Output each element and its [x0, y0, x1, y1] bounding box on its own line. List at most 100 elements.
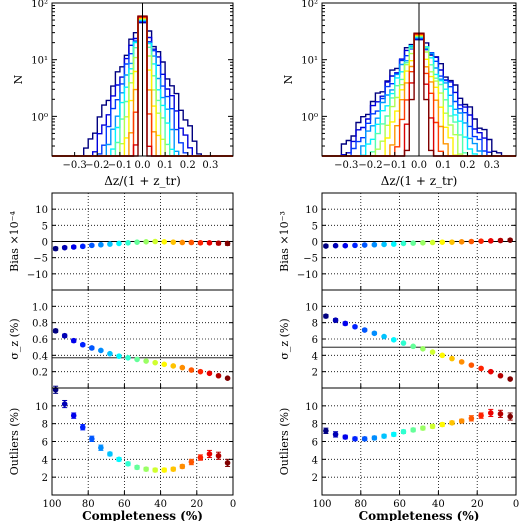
data-point [497, 411, 504, 417]
data-point [342, 242, 349, 249]
data-point [507, 413, 513, 420]
data-point [478, 412, 484, 419]
data-point [224, 240, 231, 247]
data-point [152, 359, 158, 366]
data-point [361, 242, 368, 248]
y-tick-label: 0 [42, 238, 48, 249]
y-tick-label: 6 [42, 438, 48, 449]
data-point [143, 358, 149, 364]
x-tick-label: 100 [312, 499, 331, 510]
data-point [61, 244, 68, 251]
y-tick-label: −5 [303, 254, 318, 265]
data-point [429, 239, 436, 246]
y-axis-label: N [282, 74, 295, 84]
data-point [206, 239, 213, 246]
data-point [179, 463, 186, 470]
x-tick-label: 40 [432, 499, 445, 510]
y-axis-label: σ_z (%) [278, 318, 291, 359]
y-axis-label: σ_z (%) [8, 318, 21, 359]
x-axis-label: Completeness (%) [359, 509, 480, 521]
x-tick-label: 0.2 [180, 160, 196, 171]
data-point [458, 418, 465, 424]
y-tick-label: 2 [42, 473, 48, 484]
data-point [400, 340, 407, 346]
data-point [458, 359, 465, 365]
data-point [332, 242, 339, 249]
data-point [215, 240, 222, 246]
x-tick-label: 20 [190, 499, 203, 510]
data-point [116, 456, 122, 463]
data-point [390, 241, 397, 247]
y-tick-label: 10² [31, 0, 48, 10]
data-point [323, 313, 329, 319]
data-point [400, 240, 407, 247]
x-tick-label: 80 [354, 499, 367, 510]
data-point [420, 425, 426, 431]
x-tick-label: 0.0 [135, 160, 151, 171]
data-point [70, 337, 77, 344]
y-tick-label: 10⁰ [301, 112, 318, 123]
data-point [449, 355, 455, 362]
x-tick-label: 0.1 [157, 160, 173, 171]
data-point [98, 347, 104, 354]
data-point [70, 412, 77, 419]
data-point [116, 353, 122, 359]
data-point [52, 245, 59, 252]
data-point [410, 343, 416, 350]
y-axis-label: N [12, 74, 25, 84]
y-axis-label: Outliers (%) [8, 408, 21, 476]
data-point [449, 239, 455, 245]
x-tick-label: 0.3 [202, 160, 218, 171]
data-point [197, 368, 204, 375]
data-point [188, 239, 195, 246]
data-point [170, 466, 177, 472]
data-point [143, 239, 149, 245]
y-tick-label: 10 [35, 205, 48, 216]
data-point [134, 464, 140, 471]
data-point [89, 242, 95, 249]
data-point [98, 241, 104, 248]
figure-content: −0.3−0.2−0.1 0.0 0.1 0.2 0.310⁰10¹10²NΔz/(1 … [8, 0, 519, 521]
data-point [487, 410, 494, 416]
y-tick-label: 2 [312, 473, 318, 484]
data-point [107, 451, 113, 457]
data-point [371, 330, 378, 337]
data-point [468, 238, 475, 245]
y-tick-label: 4 [312, 351, 318, 362]
y-tick-label: 10² [301, 0, 318, 10]
y-tick-label: 4 [42, 455, 48, 466]
outliers-right-panel: 2 4 6 8 10 100 80 60 40 20 0 Outliers (%) Completene… [278, 387, 519, 521]
data-point [107, 241, 113, 247]
y-axis-label: Bias ×10⁻⁴ [8, 211, 21, 272]
data-point [458, 239, 465, 245]
data-point [107, 350, 113, 357]
x-tick-label: 60 [118, 499, 131, 510]
y-tick-label: −5 [33, 254, 48, 265]
data-point [89, 345, 95, 351]
data-point [352, 242, 358, 249]
data-point [224, 375, 231, 382]
x-tick-label: 0.3 [484, 160, 500, 171]
data-point [134, 239, 140, 245]
data-point [487, 238, 494, 244]
data-point [134, 356, 140, 363]
x-axis-label: Δz/(1 + z_tr) [104, 174, 181, 188]
data-point [323, 243, 329, 249]
x-tick-label: −0.3 [62, 160, 86, 171]
x-axis-label: Δz/(1 + z_tr) [381, 174, 458, 188]
data-point [429, 423, 436, 430]
data-point [507, 376, 513, 382]
data-point [439, 239, 446, 245]
x-tick-label: 20 [471, 499, 484, 510]
y-tick-label: −10 [27, 270, 48, 281]
y-tick-label: 8 [312, 420, 318, 431]
bias-left-panel: −10 −5 0 5 10 Bias ×10⁻⁴ [8, 192, 234, 291]
y-tick-label: 4 [312, 455, 318, 466]
data-point [206, 451, 213, 457]
data-point [420, 239, 426, 246]
data-point [352, 436, 358, 442]
data-point [188, 367, 195, 373]
data-point [116, 240, 122, 247]
x-tick-label: 0.1 [435, 160, 451, 171]
